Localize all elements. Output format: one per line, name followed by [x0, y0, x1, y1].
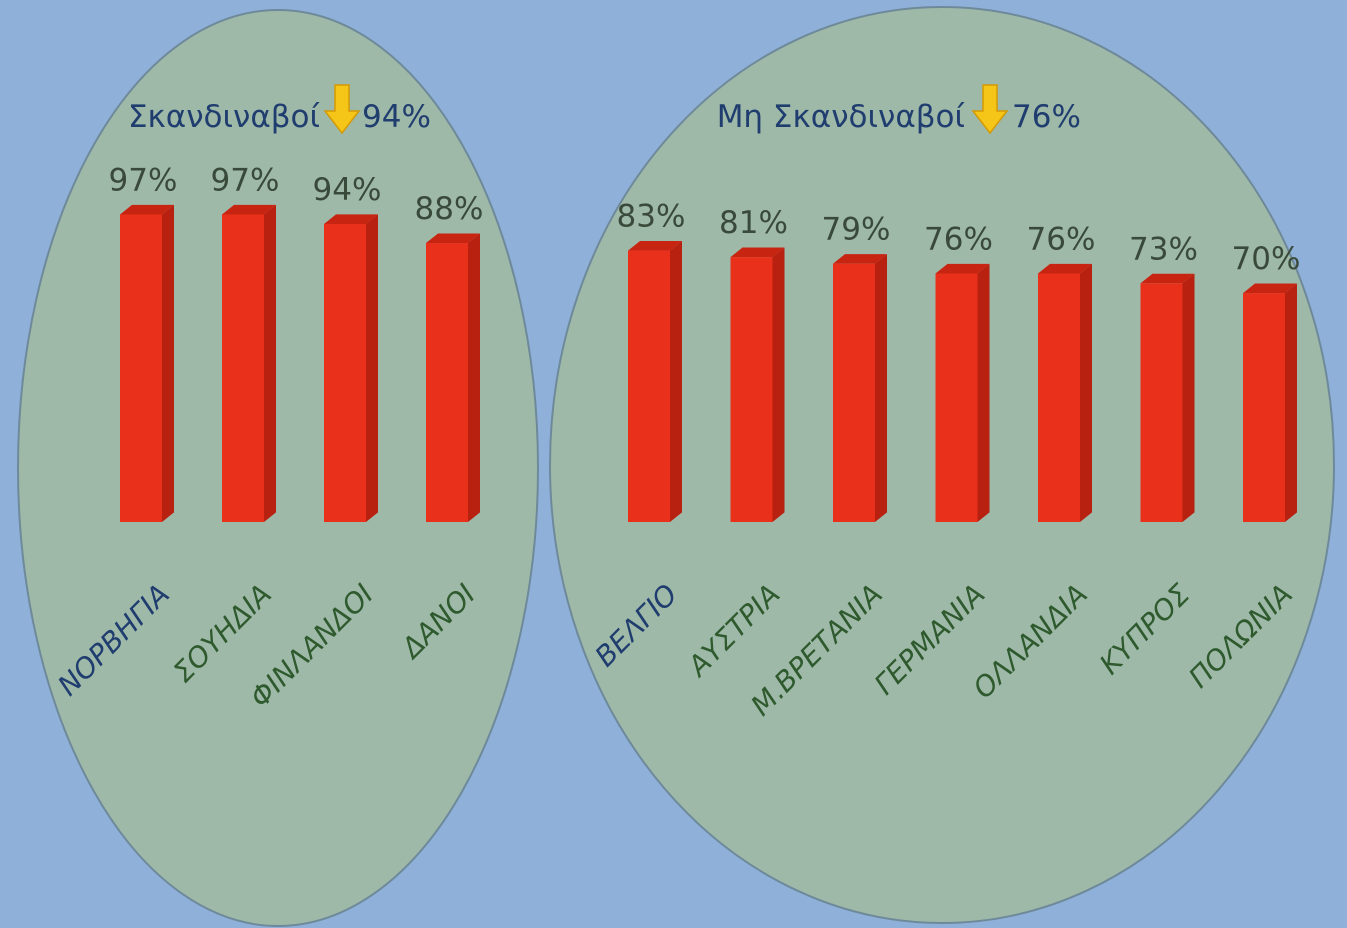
- bar: [730, 257, 773, 522]
- chart-summary-value: 94%: [362, 99, 431, 135]
- bar-top: [1038, 263, 1092, 274]
- data-label: 79%: [822, 212, 891, 248]
- bar-side: [977, 263, 990, 522]
- data-label: 94%: [313, 172, 382, 208]
- bar: [1243, 293, 1285, 522]
- bar: [120, 214, 162, 522]
- chart-title: Μη Σκανδιναβοί: [717, 99, 966, 135]
- bar-side: [264, 204, 276, 522]
- bar: [1038, 273, 1080, 522]
- bar: [222, 214, 264, 522]
- bar-side: [468, 233, 480, 522]
- bar: [324, 224, 366, 522]
- bar-side: [1080, 263, 1092, 522]
- data-label: 97%: [109, 163, 178, 199]
- down-arrow-icon: [323, 84, 361, 135]
- bar-top: [222, 204, 276, 215]
- data-label: 97%: [211, 163, 280, 199]
- bar-top: [730, 247, 785, 258]
- data-label: 88%: [415, 191, 484, 227]
- data-label: 83%: [617, 199, 686, 235]
- data-label: 70%: [1232, 241, 1301, 277]
- bar-top: [833, 254, 887, 264]
- bar-side: [1182, 273, 1195, 522]
- bar-top: [628, 240, 682, 251]
- bar-top: [324, 214, 378, 225]
- chart-summary-value: 76%: [1012, 99, 1081, 135]
- data-label: 73%: [1129, 231, 1198, 267]
- data-label: 76%: [924, 221, 993, 257]
- bar-top: [1140, 273, 1195, 284]
- bar-side: [875, 254, 887, 522]
- bar: [1140, 283, 1183, 522]
- bar-side: [772, 247, 785, 522]
- bar-side: [670, 240, 682, 523]
- bar: [935, 273, 978, 522]
- bar-side: [366, 214, 378, 523]
- data-label: 81%: [719, 205, 788, 241]
- bar: [426, 243, 468, 523]
- bar-side: [162, 204, 174, 522]
- chart-title: Σκανδιναβοί: [128, 99, 321, 135]
- bar: [833, 263, 875, 522]
- data-label: 76%: [1027, 221, 1096, 257]
- bar: [628, 250, 670, 522]
- bar-side: [1285, 283, 1297, 522]
- bar-top: [935, 263, 990, 274]
- bar-top: [1243, 283, 1297, 294]
- bar-top: [120, 204, 174, 215]
- bar-top: [426, 233, 480, 244]
- down-arrow-icon: [971, 84, 1009, 135]
